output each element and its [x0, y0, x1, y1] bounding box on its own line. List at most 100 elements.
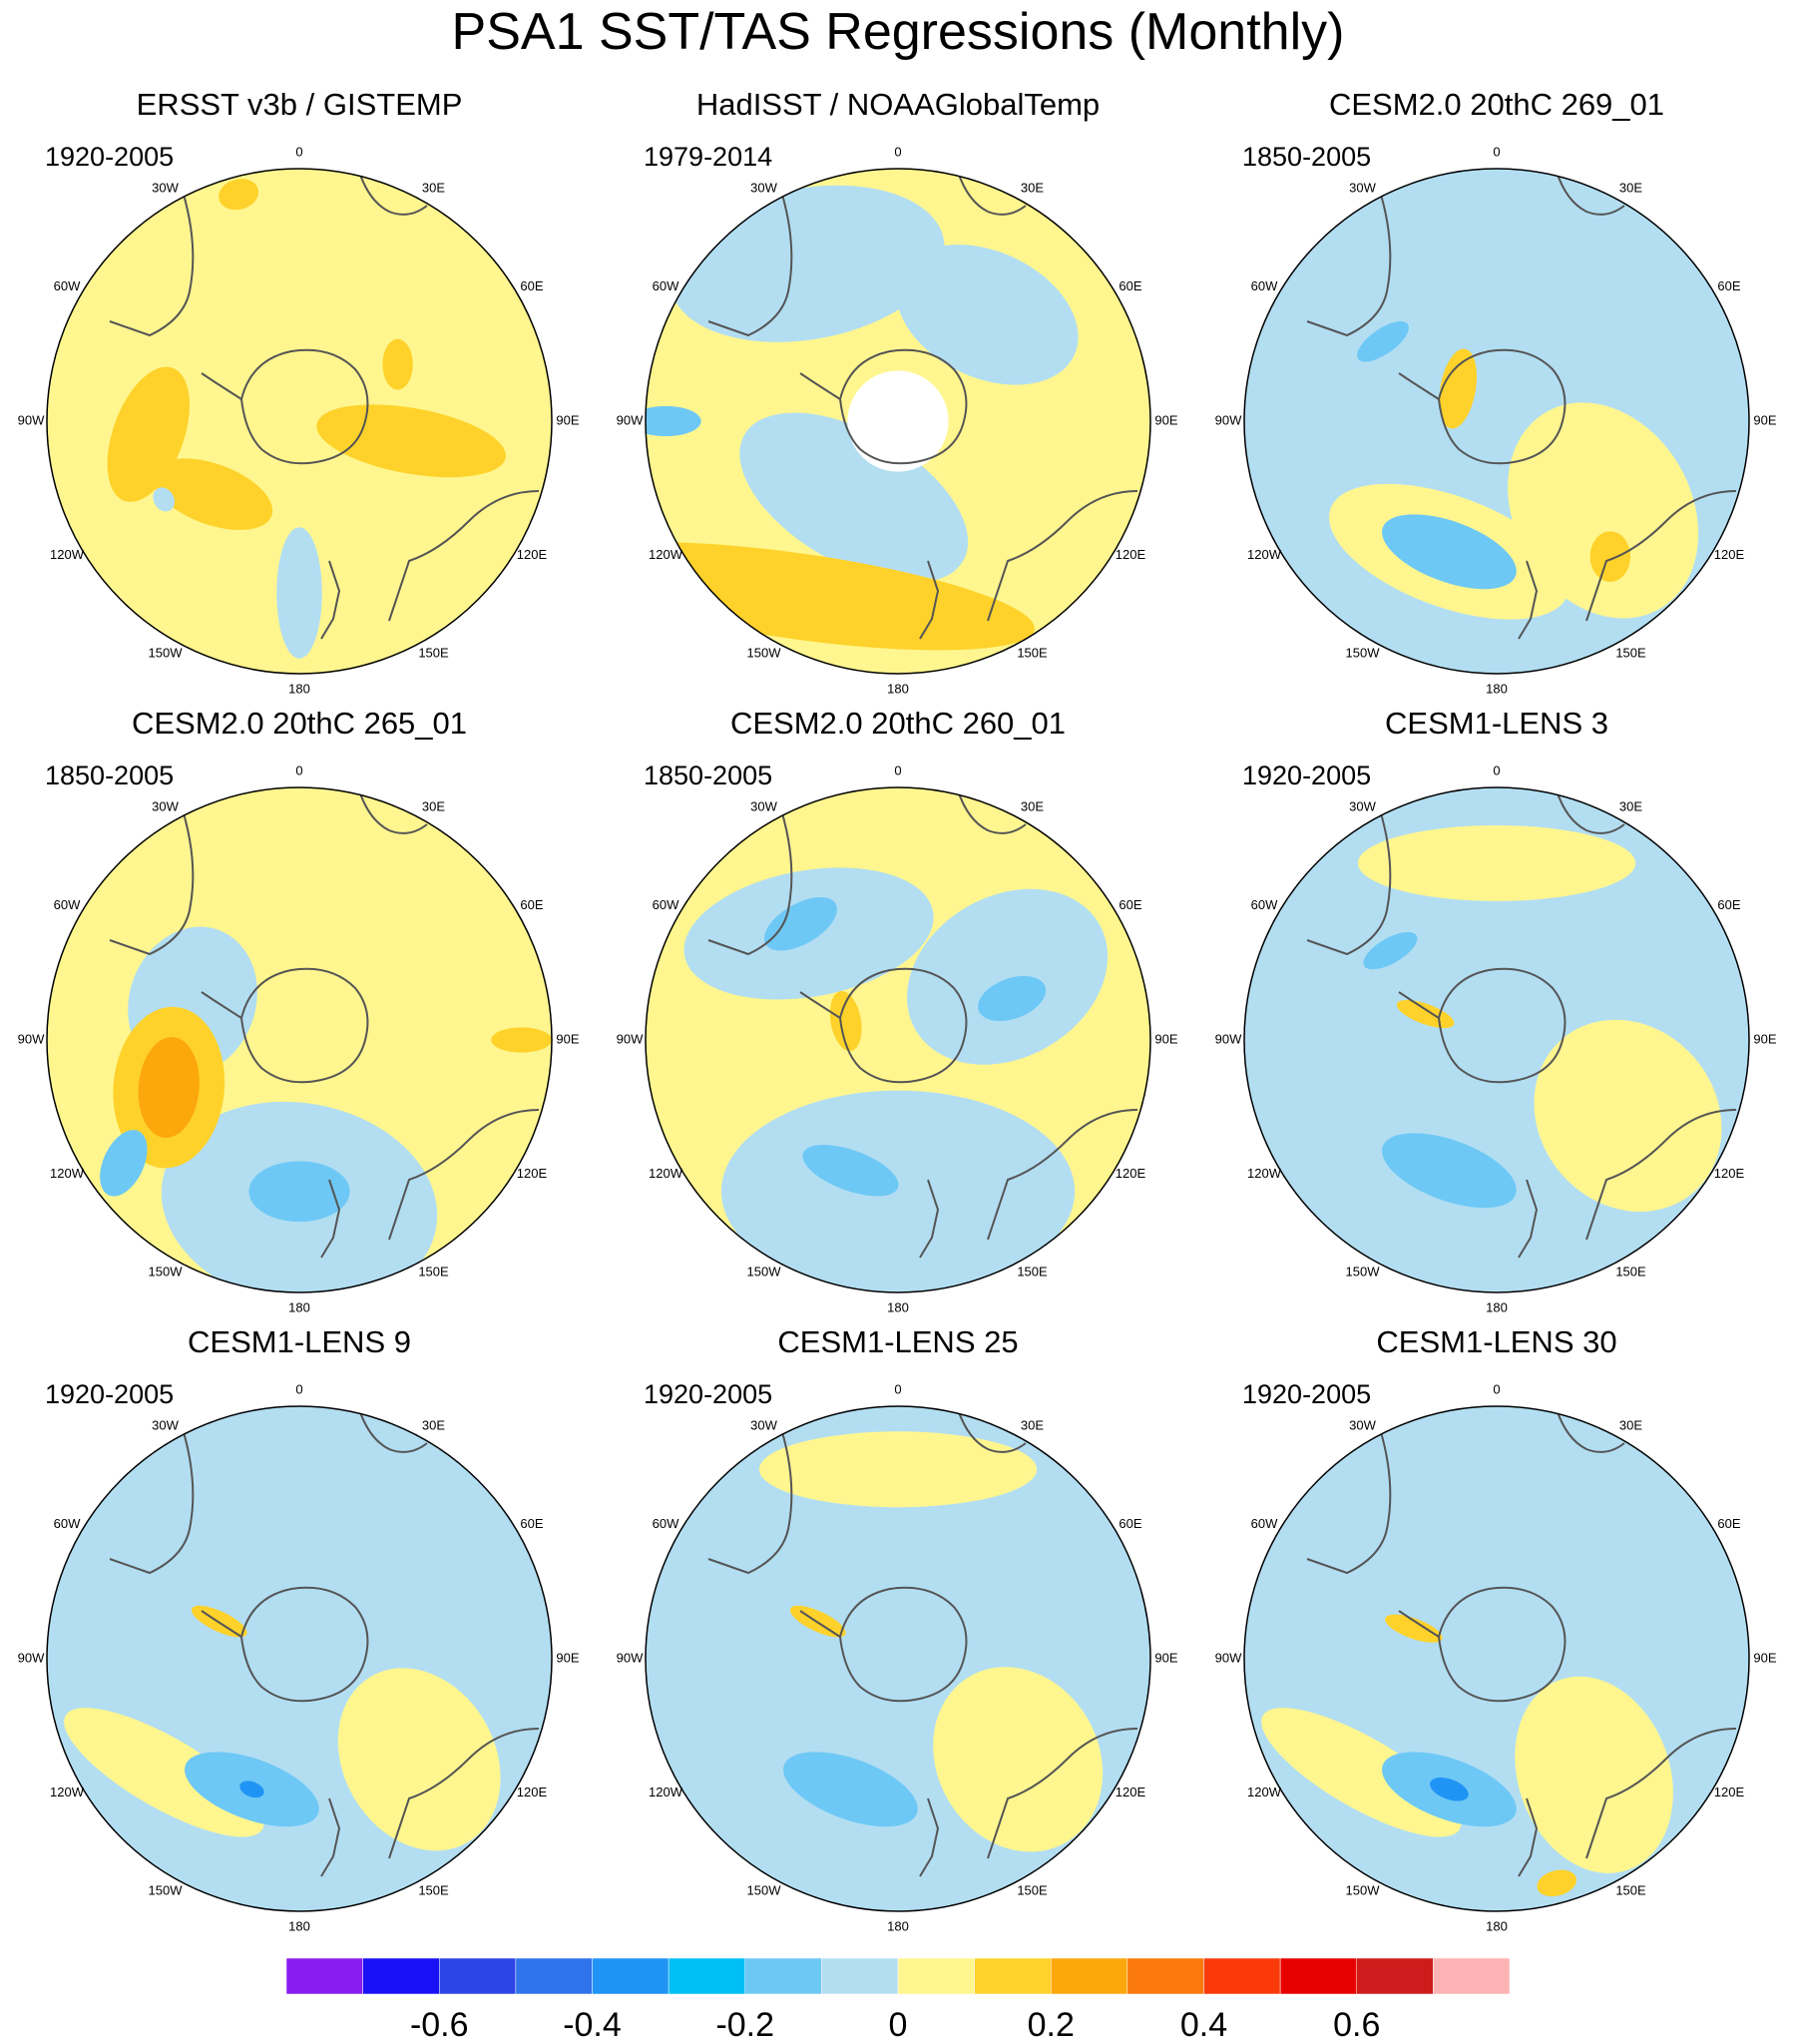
longitude-label: 90W — [617, 412, 644, 427]
map-panel: ERSST v3b / GISTEMP 1920-2005 0 30E 60E 90E 12… — [18, 87, 580, 696]
south-america-coast — [109, 181, 195, 337]
longitude-label: 150W — [747, 645, 782, 660]
longitude-label: 0 — [894, 763, 901, 777]
peninsula-coast — [201, 991, 242, 1019]
colorbar-box — [1203, 1957, 1281, 1995]
longitude-label: 30E — [1021, 798, 1044, 813]
longitude-label: 150W — [747, 1882, 782, 1897]
anomaly-contour — [1357, 320, 1409, 362]
australia-coast — [388, 490, 540, 622]
longitude-label: 150W — [1346, 1882, 1381, 1897]
colorbar-box — [821, 1957, 899, 1995]
longitude-label: 60E — [520, 278, 543, 293]
anomaly-contour — [978, 975, 1047, 1022]
anomaly-contour — [1382, 1133, 1517, 1209]
period-label: 1920-2005 — [1242, 1379, 1371, 1409]
panel-title: CESM2.0 20thC 265_01 — [132, 706, 467, 741]
peninsula-coast — [799, 991, 841, 1019]
colorbar-box — [1356, 1957, 1434, 1995]
panel-title: CESM1-LENS 30 — [1376, 1324, 1616, 1359]
longitude-label: 60E — [1717, 1516, 1740, 1531]
longitude-label: 150W — [747, 1264, 782, 1278]
longitude-label: 150E — [418, 1264, 449, 1278]
longitude-label: 60E — [1119, 897, 1141, 912]
longitude-label: 60E — [520, 1516, 543, 1531]
south-america-coast — [109, 1418, 195, 1575]
figure-title: PSA1 SST/TAS Regressions (Monthly) — [451, 3, 1345, 61]
anomaly-contour — [847, 370, 949, 472]
colorbar-box — [362, 1957, 440, 1995]
longitude-label: 150W — [1346, 645, 1381, 660]
anomaly-contour — [153, 487, 175, 512]
antarctica-coast — [239, 348, 369, 465]
longitude-label: 120E — [1116, 547, 1146, 562]
longitude-label: 180 — [288, 681, 310, 696]
anomaly-contour — [152, 458, 273, 530]
longitude-label: 30W — [1349, 180, 1376, 195]
peninsula-coast — [1398, 372, 1440, 400]
period-label: 1920-2005 — [644, 1379, 772, 1409]
south-america-coast — [707, 1418, 793, 1575]
longitude-label: 120E — [1714, 1785, 1745, 1799]
period-label: 1850-2005 — [1242, 142, 1371, 172]
longitude-label: 180 — [1486, 1918, 1508, 1933]
map-border — [645, 786, 1151, 1293]
colorbar-tick-label: -0.6 — [410, 2006, 469, 2044]
longitude-label: 0 — [1493, 763, 1500, 777]
anomaly-contour — [896, 245, 1079, 385]
longitude-label: 120W — [50, 1166, 85, 1181]
longitude-label: 90E — [1753, 1650, 1776, 1665]
peninsula-coast — [201, 372, 242, 400]
antarctica-coast — [239, 1586, 369, 1703]
anomaly-contour — [802, 1145, 899, 1197]
colorbar-box — [439, 1957, 517, 1995]
new-zealand-coast — [1518, 560, 1539, 640]
anomaly-contour — [276, 527, 322, 659]
longitude-label: 120W — [1247, 1166, 1282, 1181]
anomaly-contour — [739, 412, 969, 583]
anomaly-contour — [907, 888, 1109, 1065]
anomaly-contour — [1385, 1614, 1443, 1643]
longitude-label: 30E — [1619, 180, 1642, 195]
map-border — [1243, 1405, 1750, 1912]
longitude-label: 120W — [649, 1166, 683, 1181]
longitude-label: 0 — [295, 763, 302, 777]
panel-title: CESM1-LENS 3 — [1385, 706, 1608, 741]
longitude-label: 30E — [422, 1417, 445, 1432]
longitude-label: 90W — [1215, 412, 1242, 427]
longitude-label: 120W — [1247, 1785, 1282, 1799]
colorbar-tick-label: 0.4 — [1180, 2006, 1227, 2044]
longitude-label: 30W — [750, 180, 777, 195]
panel-title: CESM1-LENS 25 — [777, 1324, 1018, 1359]
longitude-label: 90W — [18, 412, 45, 427]
longitude-label: 60W — [54, 1516, 81, 1531]
anomaly-contour — [1589, 531, 1631, 582]
antarctica-coast — [838, 348, 968, 465]
australia-coast — [987, 1728, 1138, 1859]
anomaly-contour — [1534, 1019, 1722, 1213]
australia-coast — [1585, 1728, 1737, 1859]
period-label: 1850-2005 — [644, 761, 772, 790]
south-america-coast — [707, 799, 793, 956]
longitude-label: 90W — [1215, 1031, 1242, 1046]
map-panel: CESM2.0 20thC 265_01 1850-2005 0 30E 60E 90E 1… — [18, 706, 580, 1314]
longitude-label: 150E — [1615, 645, 1646, 660]
longitude-label: 0 — [1493, 144, 1500, 159]
longitude-label: 30W — [750, 798, 777, 813]
anomaly-contour — [1357, 824, 1636, 901]
peninsula-coast — [1398, 1610, 1440, 1638]
anomaly-contour — [1439, 348, 1478, 429]
anomaly-contour — [64, 1708, 264, 1837]
panel-title: CESM1-LENS 9 — [188, 1324, 411, 1359]
anomaly-contour — [491, 1027, 552, 1053]
longitude-label: 90W — [1215, 1650, 1242, 1665]
anomaly-contour — [646, 405, 701, 437]
map-panel: HadISST / NOAAGlobalTemp 1979-2014 0 30E 60E… — [617, 87, 1178, 696]
longitude-label: 60W — [653, 897, 679, 912]
map-border — [1243, 786, 1750, 1293]
longitude-label: 150W — [149, 1264, 184, 1278]
colorbar: -0.6 -0.4 -0.2 0 0.2 0.4 0.6 — [285, 1957, 1511, 2044]
australia-coast — [987, 1109, 1138, 1241]
colorbar-box — [1279, 1957, 1357, 1995]
